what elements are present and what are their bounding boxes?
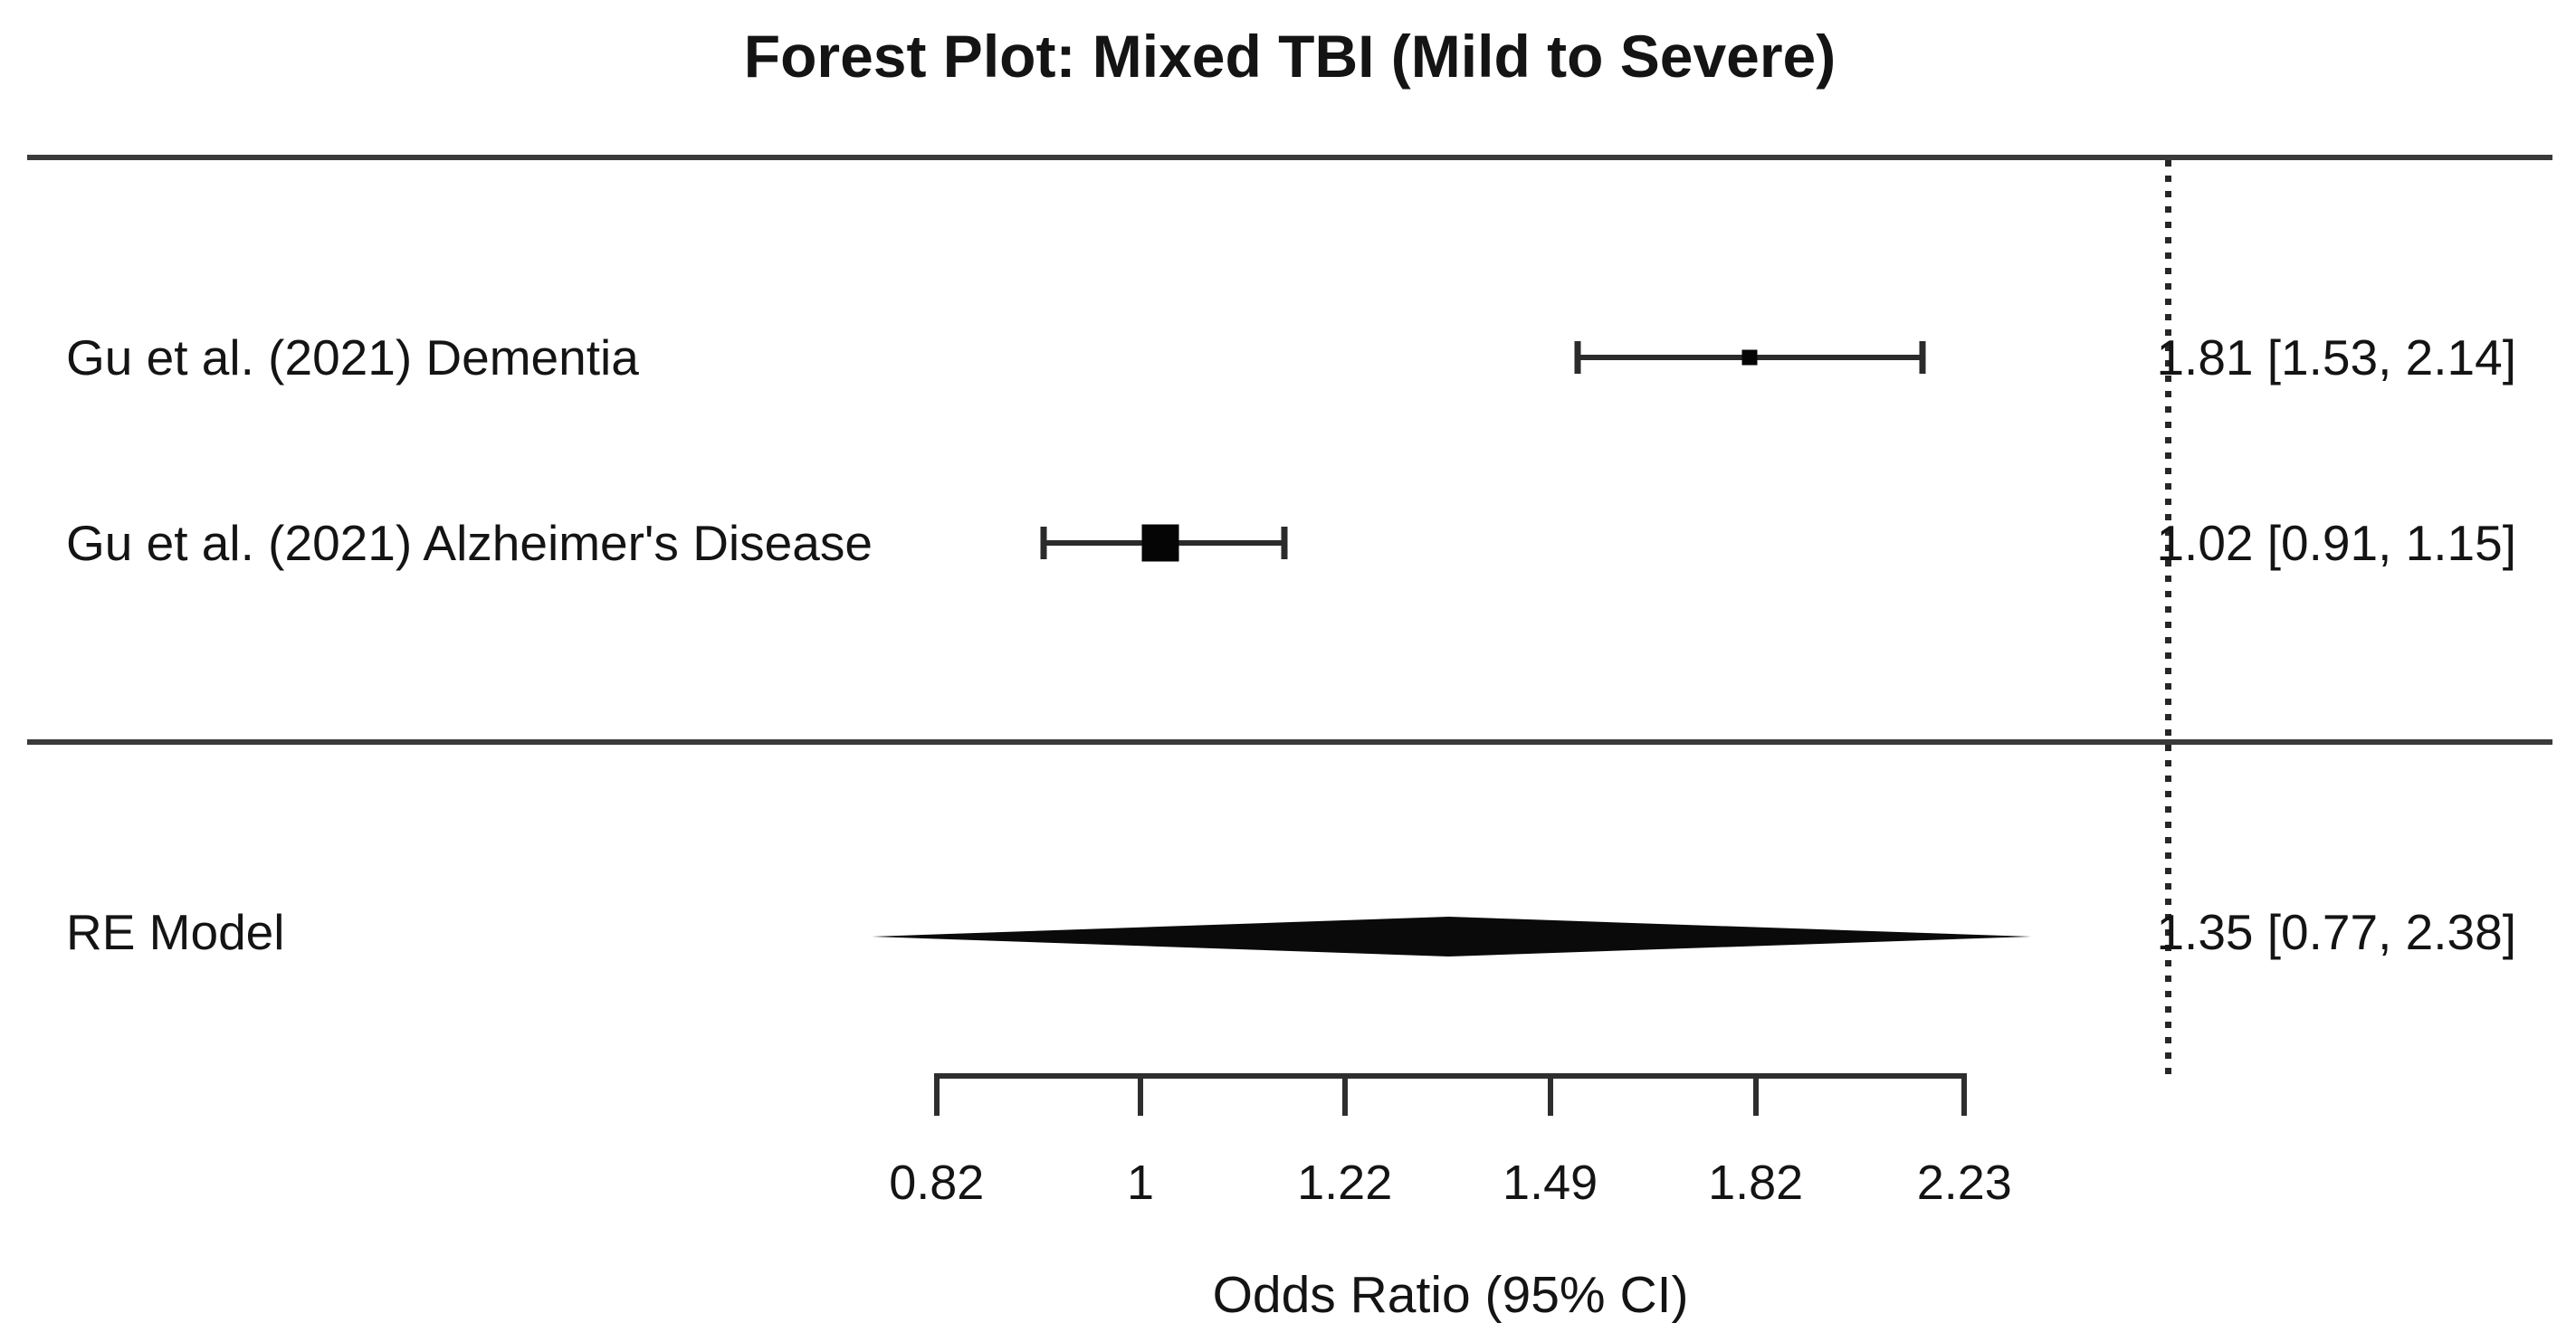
x-axis-tick: [1341, 1076, 1348, 1116]
ci-cap-left: [1574, 341, 1581, 374]
x-axis-tick: [1961, 1076, 1968, 1116]
ci-line: [1043, 540, 1284, 546]
top-rule: [27, 155, 2552, 160]
ci-cap-left: [1040, 527, 1047, 559]
x-axis-line: [933, 1073, 1968, 1079]
x-axis-tick-label: 0.82: [889, 1156, 985, 1210]
x-axis-tick-label: 1.82: [1708, 1156, 1804, 1210]
effect-marker: [1741, 349, 1758, 366]
chart-title: Forest Plot: Mixed TBI (Mild to Severe): [743, 23, 1837, 90]
x-axis-tick: [1752, 1076, 1759, 1116]
study-annotation: 1.81 [1.53, 2.14]: [2156, 329, 2516, 385]
x-axis-tick: [1138, 1076, 1143, 1116]
ci-line: [1577, 355, 1922, 360]
study-label: Gu et al. (2021) Alzheimer's Disease: [66, 515, 873, 571]
x-axis-tick-label: 1.49: [1503, 1156, 1598, 1210]
annotation-dotted-line: [2165, 160, 2171, 1077]
study-label: Gu et al. (2021) Dementia: [66, 329, 639, 385]
x-axis-tick-label: 1.22: [1297, 1156, 1393, 1210]
study-annotation: 1.02 [0.91, 1.15]: [2156, 515, 2516, 571]
x-axis-tick-label: 2.23: [1916, 1156, 2012, 1210]
summary-separator-rule: [27, 739, 2552, 745]
summary-annotation: 1.35 [0.77, 2.38]: [2156, 904, 2516, 960]
ci-cap-right: [1281, 527, 1288, 559]
summary-label: RE Model: [66, 904, 285, 960]
effect-marker: [1141, 524, 1179, 562]
x-axis-tick-label: 1: [1126, 1156, 1155, 1210]
x-axis-title: Odds Ratio (95% CI): [1212, 1266, 1689, 1324]
x-axis-tick: [1547, 1076, 1553, 1116]
x-axis-tick: [933, 1076, 940, 1116]
ci-cap-right: [1919, 341, 1925, 374]
